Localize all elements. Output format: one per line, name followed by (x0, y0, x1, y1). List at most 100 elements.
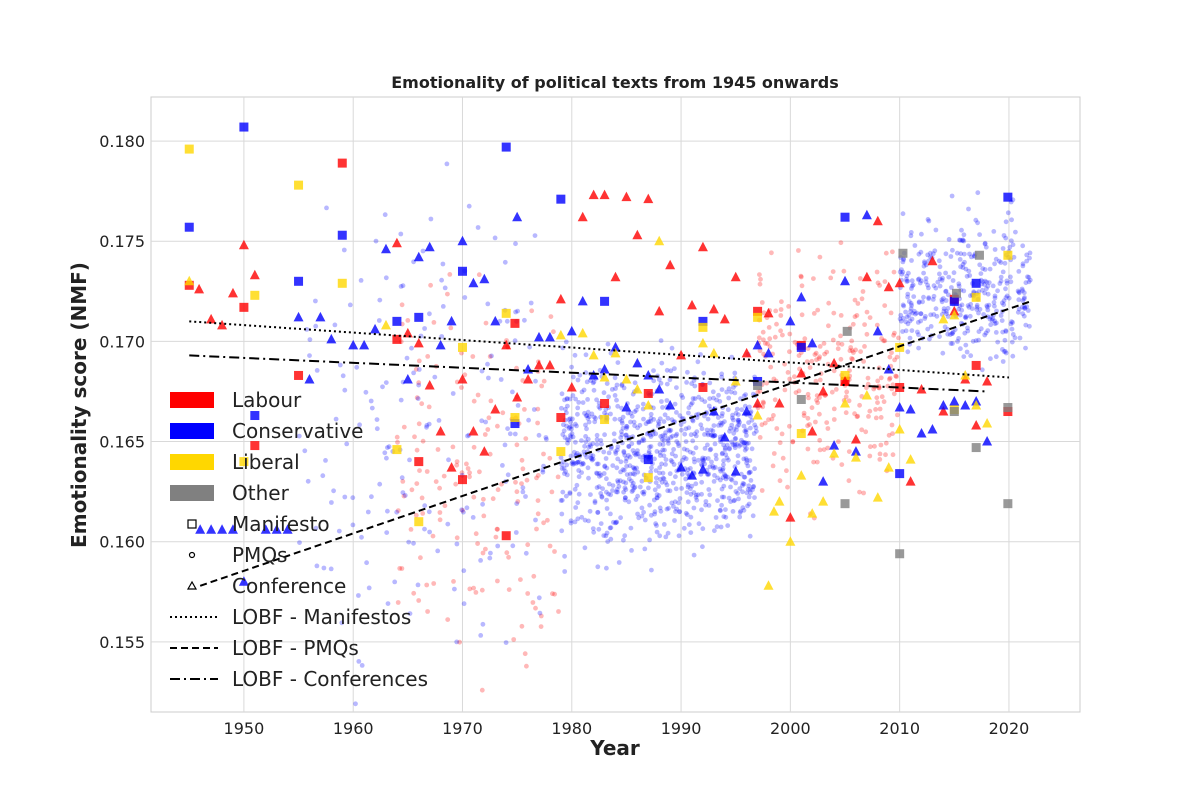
pmq-point (606, 491, 611, 497)
pmq-point (646, 450, 652, 456)
pmq-point (604, 506, 610, 511)
pmq-point (600, 486, 605, 492)
manifesto-point (250, 441, 260, 451)
pmq-point (811, 276, 816, 281)
pmq-point (867, 315, 873, 320)
pmq-point (717, 399, 723, 404)
pmq-point (725, 523, 731, 528)
pmq-point (1015, 288, 1021, 294)
pmq-point (448, 325, 454, 331)
conference-point (654, 383, 665, 394)
pmq-point (813, 419, 818, 425)
pmq-point (683, 439, 689, 444)
pmq-point (652, 511, 657, 517)
pmq-point (741, 440, 747, 446)
pmq-point (960, 238, 965, 244)
pmq-point (480, 550, 486, 556)
pmq-point (588, 492, 593, 497)
pmq-point (751, 484, 757, 489)
pmq-point (564, 396, 570, 402)
pmq-point (900, 259, 906, 265)
pmq-point (621, 537, 626, 543)
pmq-point (710, 389, 716, 395)
pmq-point (663, 457, 669, 462)
pmq-point (889, 350, 894, 356)
pmq-point (757, 348, 763, 354)
pmq-point (604, 465, 610, 471)
pmq-point (630, 465, 636, 470)
pmq-point (990, 316, 996, 321)
pmq-point (414, 447, 420, 453)
pmq-point (746, 494, 752, 500)
pmq-point (660, 433, 666, 439)
pmq-point (614, 465, 620, 471)
pmq-point (1004, 280, 1010, 286)
pmq-point (570, 459, 575, 465)
pmq-point (585, 416, 591, 421)
pmq-point (598, 491, 604, 496)
pmq-point (692, 383, 698, 389)
pmq-point (613, 520, 618, 526)
manifesto-point (1003, 192, 1013, 202)
pmq-point (796, 248, 801, 253)
manifesto-point (1003, 250, 1013, 260)
pmq-point (599, 494, 605, 499)
pmq-point (558, 455, 564, 460)
pmq-point (737, 510, 743, 515)
pmq-point (486, 375, 491, 381)
pmq-point (594, 432, 600, 438)
pmq-point (1023, 280, 1029, 286)
pmq-point (748, 469, 753, 475)
pmq-point (681, 455, 687, 460)
pmq-point (657, 476, 663, 482)
pmq-point (635, 448, 640, 453)
pmq-point (881, 338, 886, 344)
pmq-point (1021, 313, 1027, 319)
pmq-point (662, 412, 668, 418)
pmq-point (666, 441, 671, 446)
pmq-point (996, 258, 1002, 264)
trend-line (189, 320, 1010, 379)
pmq-point (565, 403, 570, 409)
pmq-point (746, 470, 752, 476)
pmq-point (774, 321, 779, 327)
pmq-point (816, 356, 822, 361)
pmq-point (583, 413, 589, 419)
conference-point (752, 397, 763, 408)
manifesto-point (949, 296, 959, 306)
pmq-point (897, 316, 903, 322)
pmq-point (855, 413, 861, 419)
pmq-point (690, 418, 696, 424)
conference-point (457, 235, 468, 246)
pmq-point (796, 388, 802, 394)
pmq-point (585, 409, 591, 415)
pmq-point (833, 387, 839, 392)
pmq-point (875, 400, 880, 405)
pmq-point (593, 416, 598, 421)
pmq-point (632, 423, 637, 429)
pmq-point (877, 283, 882, 288)
pmq-point (565, 440, 570, 446)
pmq-point (838, 356, 844, 362)
pmq-point (1003, 286, 1008, 292)
pmq-point (606, 394, 611, 400)
pmq-point (1000, 269, 1006, 275)
pmq-point (683, 510, 689, 516)
pmq-point (662, 433, 668, 438)
conference-point (752, 339, 763, 350)
pmq-point (688, 530, 694, 535)
x-tick-label: 1980 (551, 719, 592, 738)
pmq-point (926, 296, 932, 302)
pmq-point (377, 481, 383, 487)
pmq-point (495, 423, 500, 429)
pmq-point (520, 466, 526, 472)
pmq-point (751, 431, 757, 436)
pmq-point (967, 273, 973, 278)
pmq-point (714, 397, 719, 403)
pmq-point (936, 258, 942, 264)
conference-point (872, 492, 883, 502)
pmq-point (943, 270, 948, 276)
manifesto-point (753, 380, 763, 390)
pmq-point (695, 492, 701, 498)
pmq-point (732, 443, 738, 448)
